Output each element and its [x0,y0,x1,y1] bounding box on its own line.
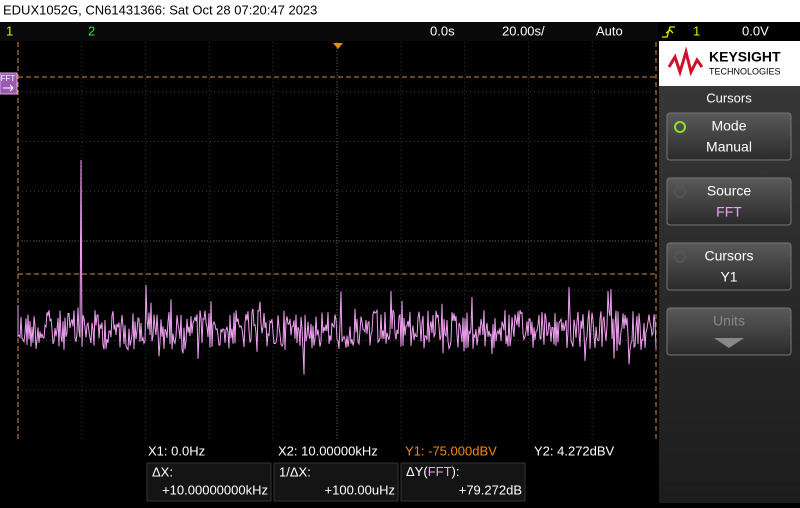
trigger-position-marker [333,43,343,49]
softkey-value[interactable]: Y1 [720,269,737,285]
softkey-knob-icon[interactable] [674,121,686,133]
delta-y-label: ΔY(FFT): [406,464,459,479]
timebase: 20.00s/ [502,23,545,38]
header-title: EDUX1052G, CN61431366: Sat Oct 28 07:20:… [3,2,317,17]
brand-logo [667,46,704,77]
delta-y-source: FFT [428,464,452,479]
softkey-body[interactable] [666,112,792,161]
status-bar [0,22,658,41]
fft-marker-arrow [3,84,14,92]
softkey-label[interactable]: Units [713,313,745,329]
delta-y-value: +79.272dB [459,482,522,497]
delta-y-suffix: ): [452,464,460,479]
readout-box [273,462,399,502]
trigger-edge-icon [662,26,675,38]
readout-y1: Y1: -75.000dBV [405,443,497,458]
brand-name: KEYSIGHT [709,49,781,65]
delay: 0.0s [430,23,455,38]
delta-x-value: +10.00000000kHz [162,482,268,497]
channel-1: 1 [6,23,13,38]
softkey-label[interactable]: Source [707,183,752,199]
delta-y-prefix: ΔY( [406,464,428,479]
softkey-body[interactable] [666,242,792,291]
softkey-arrow[interactable] [714,338,744,348]
softkey-body[interactable] [666,307,792,356]
fft-marker: FFT [1,74,16,83]
readout-y2: Y2: 4.272dBV [534,443,615,458]
trigger-source: 1 [693,23,700,38]
readout-box [146,462,272,502]
softkey[interactable]: Cursors Y1 [666,242,792,291]
menu-title: Cursors [706,90,752,105]
trigger-level: 0.0V [742,23,769,38]
fft-trace [17,159,657,375]
softkey-knob-icon[interactable] [674,186,686,198]
brand-subtitle: TECHNOLOGIES [709,66,781,76]
delta-x-label: ΔX: [152,464,173,479]
softkey-knob-icon[interactable] [674,251,686,263]
softkey-body[interactable] [666,177,792,226]
readout-x1: X1: 0.0Hz [148,443,205,458]
softkey-value[interactable]: FFT [716,204,742,220]
softkey[interactable]: Mode Manual [666,112,792,161]
inverse-delta-x-label: 1/ΔX: [279,464,311,479]
trigger-mode: Auto [596,23,623,38]
channel-2: 2 [88,23,95,38]
graticule [18,42,656,440]
softkey[interactable]: Source FFT [666,177,792,226]
softkey-label[interactable]: Mode [711,118,746,134]
inverse-delta-x-value: +100.00uHz [325,482,395,497]
readout-box [400,462,526,502]
softkey-value[interactable]: Manual [706,139,752,155]
softkey-label[interactable]: Cursors [704,248,753,264]
softkey[interactable]: Units [666,307,792,356]
header-bar [0,0,800,22]
readout-x2: X2: 10.00000kHz [278,443,378,458]
